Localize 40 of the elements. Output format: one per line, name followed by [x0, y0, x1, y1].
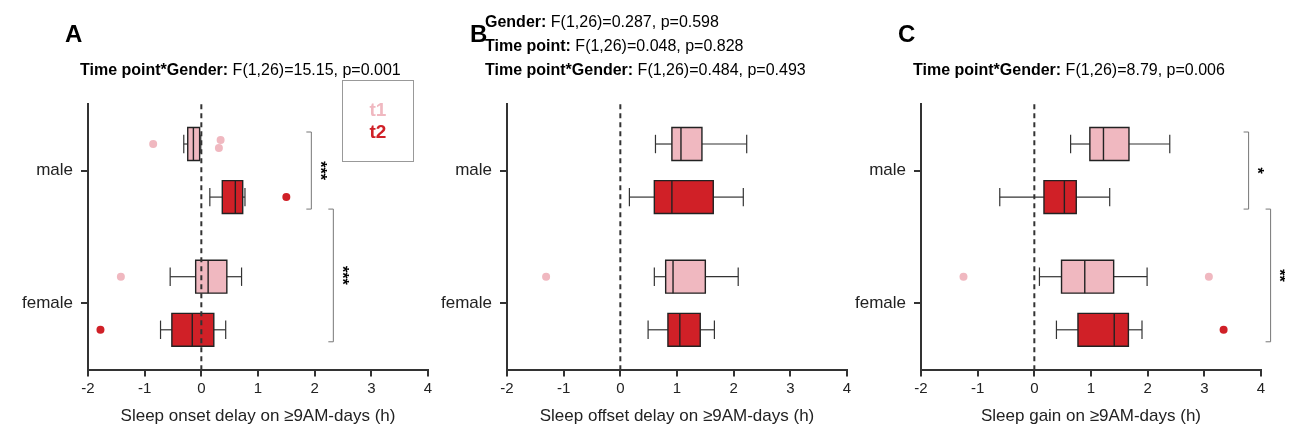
x-tick-label: 2 — [1143, 378, 1152, 396]
annotation: *** — [333, 266, 351, 286]
x-tick-label: 0 — [1030, 378, 1039, 396]
chart-title: C — [898, 20, 916, 48]
y-tick-label: male — [869, 160, 906, 180]
x-tick-label: 1 — [253, 378, 263, 396]
x-tick-label: 4 — [423, 378, 433, 396]
x-tick-label: -1 — [970, 378, 985, 396]
text: ** — [1271, 269, 1289, 283]
annotation: *** — [311, 161, 329, 181]
x-tick-label: 1 — [672, 378, 682, 396]
y-tick-label: male — [455, 160, 492, 180]
x-tick-label: 1 — [1086, 378, 1096, 396]
x-tick-label: -2 — [914, 378, 928, 396]
y-tick-label: female — [854, 292, 906, 312]
text: t2 — [368, 121, 388, 143]
x-tick-label: 2 — [310, 378, 319, 396]
x-tick-label: 0 — [197, 378, 206, 396]
chart-subtitle: Time point*Gender: F(1,26)=8.79, p=0.006 — [913, 60, 1225, 80]
y-tick-label: female — [440, 292, 492, 312]
x-axis-title: Sleep onset delay on ≥9AM-days (h) — [120, 406, 396, 426]
x-axis-title: Sleep offset delay on ≥9AM-days (h) — [539, 406, 815, 426]
x-tick-label: 2 — [729, 378, 738, 396]
x-tick-label: 4 — [842, 378, 852, 396]
x-tick-label: 0 — [616, 378, 625, 396]
x-tick-label: -2 — [81, 378, 95, 396]
x-tick-label: 3 — [367, 378, 376, 396]
x-tick-label: -1 — [137, 378, 152, 396]
x-tick-label: 3 — [786, 378, 795, 396]
x-axis-title: Sleep gain on ≥9AM-days (h) — [980, 406, 1202, 426]
annotation: * — [1249, 167, 1267, 175]
x-tick-label: 4 — [1256, 378, 1266, 396]
x-tick-label: 3 — [1200, 378, 1209, 396]
x-tick-label: -1 — [556, 378, 571, 396]
chart-title: A — [65, 20, 83, 48]
chart-subtitle: Time point*Gender: F(1,26)=15.15, p=0.001 — [80, 60, 401, 80]
text: t1 — [368, 99, 388, 121]
y-tick-label: female — [21, 292, 73, 312]
x-tick-label: -2 — [500, 378, 514, 396]
y-tick-label: male — [36, 160, 73, 180]
